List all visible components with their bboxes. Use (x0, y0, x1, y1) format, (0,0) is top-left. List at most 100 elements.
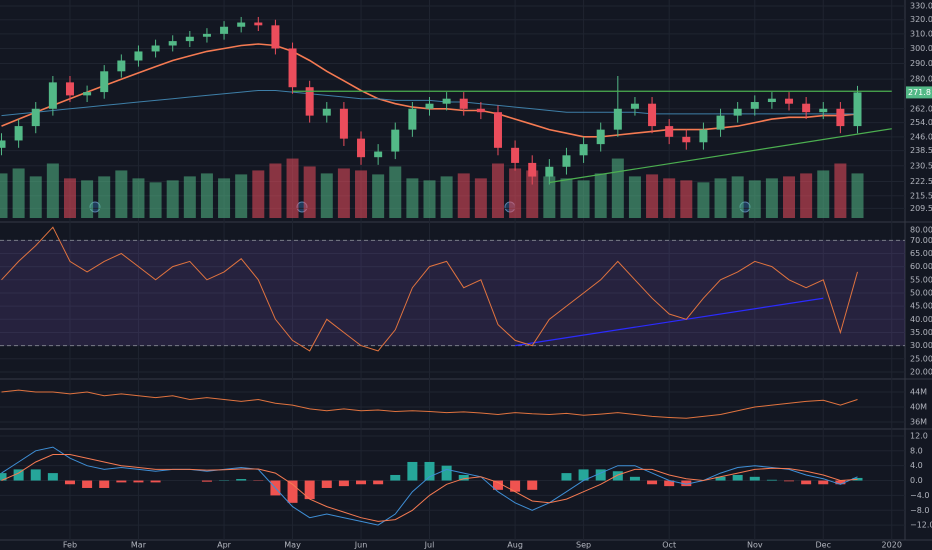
volume-bar (406, 178, 419, 218)
candle-body (579, 144, 588, 156)
candle-body (648, 103, 657, 127)
y-tick-label: −4.0 (910, 491, 929, 500)
x-tick-label: Oct (662, 541, 676, 550)
macd-histogram-bar (578, 469, 589, 481)
volume-bar (628, 176, 641, 218)
volume-bar (132, 178, 145, 218)
volume-bar (235, 174, 248, 218)
volume-bar (320, 173, 333, 218)
candle-body (750, 102, 759, 109)
y-tick-label: 4.0 (910, 461, 923, 470)
candle-body (391, 129, 400, 152)
macd-histogram-bar (715, 476, 726, 481)
candle-body (733, 108, 742, 116)
y-tick-label: 40M (910, 403, 927, 412)
macd-histogram-bar (424, 461, 435, 481)
macd-line (1, 454, 858, 522)
volume-bar (663, 178, 676, 218)
macd-histogram-bar (527, 480, 538, 490)
candle-body (682, 136, 691, 143)
x-tick-label: Mar (131, 541, 147, 550)
candle-body (545, 166, 554, 177)
macd-histogram-bar (441, 465, 452, 481)
macd-line (1, 446, 858, 526)
macd-histogram-bar (47, 473, 58, 481)
candle-body (185, 36, 194, 42)
macd-histogram-bar (629, 476, 640, 481)
y-tick-label: 45.00 (910, 302, 932, 311)
candle-body (151, 45, 160, 52)
macd-histogram-bar (82, 480, 93, 488)
macd-histogram-bar (818, 480, 829, 485)
x-tick-label: Aug (507, 541, 523, 550)
candle-body (853, 92, 862, 127)
y-tick-label: 246.0 (910, 132, 932, 141)
rsi-band (0, 240, 905, 346)
trendline (549, 128, 892, 184)
candle-body (48, 82, 57, 109)
candle-body (819, 108, 828, 113)
indicator-line (1, 226, 858, 352)
candle-body (425, 103, 434, 109)
volume-bar (286, 158, 299, 218)
volume-bar (0, 173, 8, 218)
last-price-label: 271.8 (908, 88, 931, 97)
x-tick-label: Feb (63, 541, 77, 550)
volume-bar (800, 173, 813, 218)
macd-histogram-bar (664, 480, 675, 487)
macd-histogram-bar (30, 469, 41, 481)
macd-histogram-bar (287, 480, 298, 503)
y-tick-label: 209.5 (910, 204, 932, 213)
candle-body (493, 112, 502, 148)
volume-bar (543, 176, 556, 218)
candle-body (357, 138, 366, 158)
volume-bar (115, 170, 128, 218)
y-tick-label: 80.00 (910, 226, 932, 235)
candle-body (288, 48, 297, 88)
y-tick-label: −8.0 (910, 506, 929, 515)
volume-bar (697, 182, 710, 218)
volume-bar (29, 176, 42, 218)
y-tick-label: 35.00 (910, 328, 932, 337)
volume-bar (63, 178, 76, 218)
y-tick-label: 300.0 (910, 44, 932, 53)
candle-body (117, 60, 126, 72)
y-tick-label: −12.0 (910, 521, 932, 530)
candle-body (511, 147, 520, 163)
candle-body (630, 103, 639, 109)
y-tick-label: 330.0 (910, 2, 932, 11)
candle-body (0, 140, 6, 148)
indicator-line (1, 389, 858, 419)
volume-bar (491, 163, 504, 218)
y-tick-label: 55.00 (910, 275, 932, 284)
y-tick-label: 262.0 (910, 104, 932, 113)
x-tick-label: Apr (217, 541, 232, 550)
macd-histogram-bar (64, 480, 75, 485)
volume-bar (457, 173, 470, 218)
candle-body (271, 25, 280, 49)
y-tick-label: 290.0 (910, 59, 932, 68)
volume-bar (166, 180, 179, 218)
volume-bar (303, 166, 316, 218)
volume-bar (372, 174, 385, 218)
candle-body (100, 71, 109, 93)
macd-histogram-bar (99, 480, 110, 488)
candle-body (665, 126, 674, 137)
y-tick-label: 60.00 (910, 262, 932, 271)
volume-bar (748, 180, 761, 218)
volume-bar (440, 176, 453, 218)
candle-body (802, 103, 811, 113)
x-tick-label: 2020 (882, 541, 902, 550)
macd-histogram-bar (835, 480, 846, 485)
macd-histogram-bar (561, 473, 572, 481)
candle-body (134, 51, 143, 61)
candle-body (562, 155, 571, 167)
macd-histogram-bar (749, 476, 760, 481)
volume-bar (714, 178, 727, 218)
volume-bar (252, 170, 265, 218)
candle-body (716, 115, 725, 130)
volume-bar (46, 163, 59, 218)
volume-bar (355, 170, 368, 218)
y-tick-label: 65.00 (910, 249, 932, 258)
